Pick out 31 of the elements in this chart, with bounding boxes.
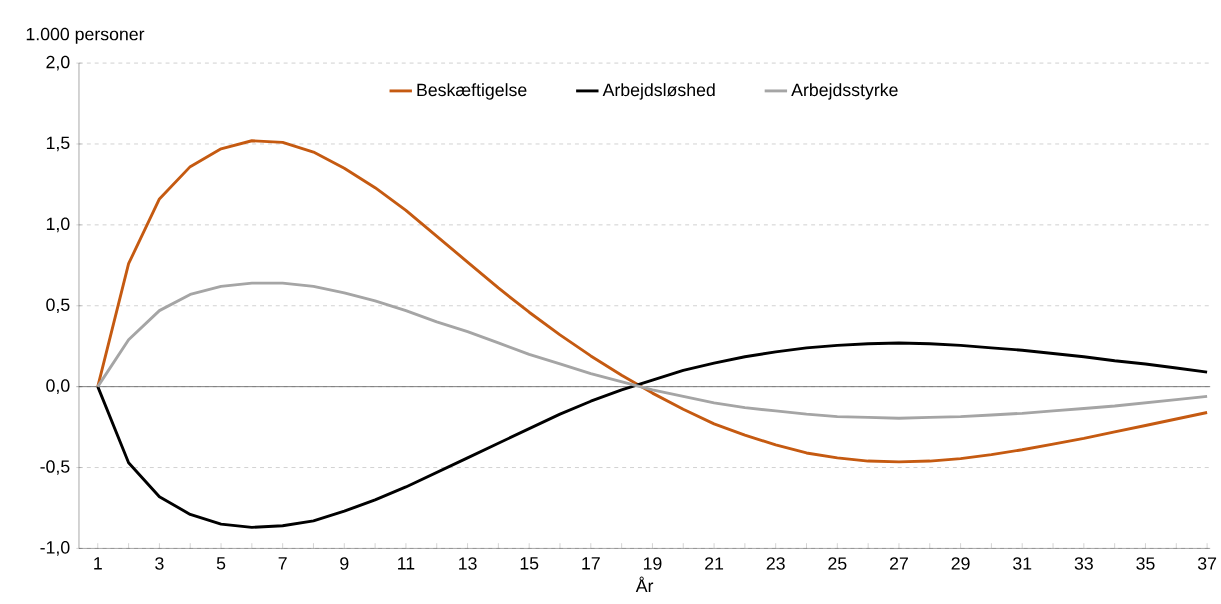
x-tick-label: 5 — [216, 557, 226, 570]
y-tick-label: 0,0 — [46, 379, 70, 394]
y-tick-label: -0,5 — [40, 460, 70, 475]
x-tick-label: 15 — [520, 557, 539, 570]
x-tick-label: 17 — [582, 557, 600, 570]
x-tick-label: 37 — [1197, 557, 1217, 570]
x-tick-label: 13 — [459, 557, 477, 570]
x-tick-label: 27 — [889, 557, 908, 570]
x-tick-label: 3 — [155, 557, 164, 570]
x-tick-label: 35 — [1136, 557, 1155, 570]
legend-label: Arbejdsløshed — [602, 82, 715, 100]
x-tick-label: 1 — [94, 557, 102, 570]
x-tick-label: 7 — [278, 557, 287, 570]
x-tick-label: 11 — [398, 557, 415, 570]
legend-label: Arbejdsstyrke — [791, 82, 898, 100]
y-tick-label: 1,0 — [46, 217, 70, 232]
x-tick-label: 25 — [828, 557, 847, 570]
y-axis-title: 1.000 personer — [26, 27, 145, 44]
legend-label: Beskæftigelse — [417, 82, 527, 100]
x-tick-label: 21 — [705, 557, 724, 570]
y-tick-label: 2,0 — [46, 55, 70, 71]
x-tick-label: 9 — [340, 557, 349, 570]
x-tick-label: 33 — [1074, 557, 1093, 570]
y-tick-label: -1,0 — [40, 540, 70, 556]
x-tick-label: 23 — [766, 557, 785, 570]
x-tick-label: 31 — [1013, 557, 1032, 570]
y-tick-label: 0,5 — [46, 298, 70, 313]
x-tick-label: 19 — [643, 557, 662, 570]
x-axis-title: År — [635, 576, 654, 592]
y-tick-label: 1,5 — [46, 136, 70, 151]
x-tick-label: 29 — [951, 557, 970, 570]
